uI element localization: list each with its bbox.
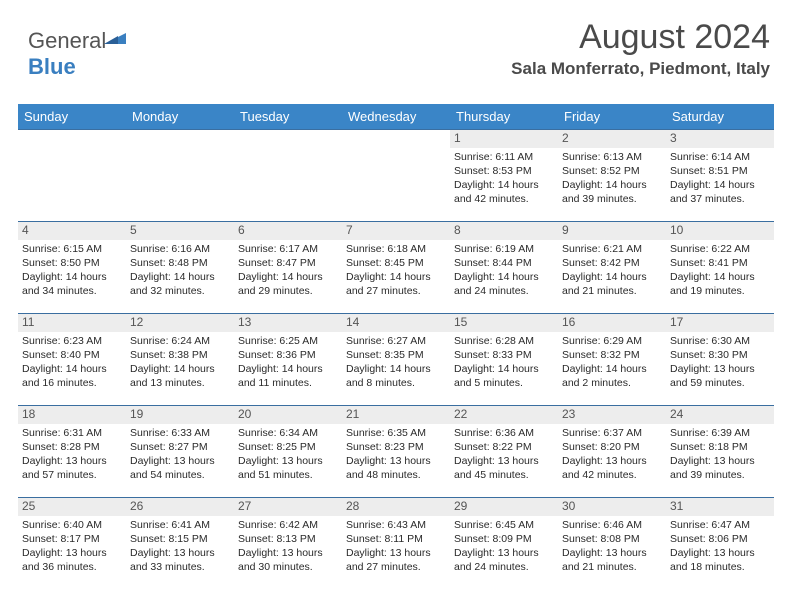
weekday-header: Sunday (18, 104, 126, 130)
day-number-cell: 23 (558, 406, 666, 424)
day-number-row: 11121314151617 (18, 314, 774, 332)
day-body-cell: Sunrise: 6:27 AMSunset: 8:35 PMDaylight:… (342, 332, 450, 406)
weekday-header-row: Sunday Monday Tuesday Wednesday Thursday… (18, 104, 774, 130)
day-number-row: 25262728293031 (18, 498, 774, 516)
day-number-cell: 14 (342, 314, 450, 332)
day-number-cell: 5 (126, 222, 234, 240)
logo: General Blue (28, 24, 126, 80)
day-number-cell: 22 (450, 406, 558, 424)
day-body-cell: Sunrise: 6:18 AMSunset: 8:45 PMDaylight:… (342, 240, 450, 314)
weekday-header: Friday (558, 104, 666, 130)
day-body-cell: Sunrise: 6:25 AMSunset: 8:36 PMDaylight:… (234, 332, 342, 406)
day-number-cell: 12 (126, 314, 234, 332)
logo-text-2: Blue (28, 54, 76, 79)
day-number-cell: 26 (126, 498, 234, 516)
day-body-cell: Sunrise: 6:23 AMSunset: 8:40 PMDaylight:… (18, 332, 126, 406)
day-body-cell: Sunrise: 6:47 AMSunset: 8:06 PMDaylight:… (666, 516, 774, 590)
calendar-table: Sunday Monday Tuesday Wednesday Thursday… (18, 104, 774, 590)
weekday-header: Tuesday (234, 104, 342, 130)
weekday-header: Monday (126, 104, 234, 130)
day-body-row: Sunrise: 6:40 AMSunset: 8:17 PMDaylight:… (18, 516, 774, 590)
day-body-cell: Sunrise: 6:36 AMSunset: 8:22 PMDaylight:… (450, 424, 558, 498)
day-number-cell: 7 (342, 222, 450, 240)
day-number-cell: 31 (666, 498, 774, 516)
day-number-cell: 8 (450, 222, 558, 240)
day-number-cell: 11 (18, 314, 126, 332)
day-body-cell: Sunrise: 6:17 AMSunset: 8:47 PMDaylight:… (234, 240, 342, 314)
weekday-header: Wednesday (342, 104, 450, 130)
day-number-cell: 4 (18, 222, 126, 240)
day-number-cell: 16 (558, 314, 666, 332)
day-number-cell: 18 (18, 406, 126, 424)
day-number-cell: 25 (18, 498, 126, 516)
day-number-cell: 6 (234, 222, 342, 240)
day-number-cell: 3 (666, 130, 774, 148)
logo-text-1: General (28, 28, 106, 53)
day-body-cell: Sunrise: 6:40 AMSunset: 8:17 PMDaylight:… (18, 516, 126, 590)
day-body-cell (234, 148, 342, 222)
day-body-cell: Sunrise: 6:16 AMSunset: 8:48 PMDaylight:… (126, 240, 234, 314)
day-body-cell: Sunrise: 6:34 AMSunset: 8:25 PMDaylight:… (234, 424, 342, 498)
weekday-header: Thursday (450, 104, 558, 130)
day-number-cell: 13 (234, 314, 342, 332)
day-number-row: 18192021222324 (18, 406, 774, 424)
day-body-cell: Sunrise: 6:19 AMSunset: 8:44 PMDaylight:… (450, 240, 558, 314)
day-number-cell: 24 (666, 406, 774, 424)
day-body-cell: Sunrise: 6:24 AMSunset: 8:38 PMDaylight:… (126, 332, 234, 406)
day-body-cell: Sunrise: 6:39 AMSunset: 8:18 PMDaylight:… (666, 424, 774, 498)
day-body-row: Sunrise: 6:31 AMSunset: 8:28 PMDaylight:… (18, 424, 774, 498)
day-body-row: Sunrise: 6:11 AMSunset: 8:53 PMDaylight:… (18, 148, 774, 222)
day-number-cell (18, 130, 126, 148)
day-body-row: Sunrise: 6:15 AMSunset: 8:50 PMDaylight:… (18, 240, 774, 314)
day-body-cell (342, 148, 450, 222)
day-number-cell (342, 130, 450, 148)
title-block: August 2024 Sala Monferrato, Piedmont, I… (511, 18, 770, 79)
day-number-cell: 30 (558, 498, 666, 516)
day-body-cell: Sunrise: 6:33 AMSunset: 8:27 PMDaylight:… (126, 424, 234, 498)
day-number-cell (234, 130, 342, 148)
day-body-cell: Sunrise: 6:41 AMSunset: 8:15 PMDaylight:… (126, 516, 234, 590)
day-body-cell: Sunrise: 6:15 AMSunset: 8:50 PMDaylight:… (18, 240, 126, 314)
day-body-cell: Sunrise: 6:21 AMSunset: 8:42 PMDaylight:… (558, 240, 666, 314)
day-number-row: 123 (18, 130, 774, 148)
day-number-cell: 21 (342, 406, 450, 424)
logo-triangle-icon (104, 24, 126, 50)
day-body-cell: Sunrise: 6:30 AMSunset: 8:30 PMDaylight:… (666, 332, 774, 406)
day-body-cell: Sunrise: 6:42 AMSunset: 8:13 PMDaylight:… (234, 516, 342, 590)
day-body-row: Sunrise: 6:23 AMSunset: 8:40 PMDaylight:… (18, 332, 774, 406)
day-number-cell: 27 (234, 498, 342, 516)
day-number-cell (126, 130, 234, 148)
day-number-cell: 28 (342, 498, 450, 516)
day-body-cell: Sunrise: 6:31 AMSunset: 8:28 PMDaylight:… (18, 424, 126, 498)
day-body-cell: Sunrise: 6:29 AMSunset: 8:32 PMDaylight:… (558, 332, 666, 406)
day-body-cell: Sunrise: 6:37 AMSunset: 8:20 PMDaylight:… (558, 424, 666, 498)
day-body-cell: Sunrise: 6:22 AMSunset: 8:41 PMDaylight:… (666, 240, 774, 314)
day-number-cell: 20 (234, 406, 342, 424)
day-body-cell: Sunrise: 6:43 AMSunset: 8:11 PMDaylight:… (342, 516, 450, 590)
day-body-cell (18, 148, 126, 222)
day-number-cell: 9 (558, 222, 666, 240)
day-body-cell: Sunrise: 6:45 AMSunset: 8:09 PMDaylight:… (450, 516, 558, 590)
day-number-cell: 10 (666, 222, 774, 240)
day-body-cell (126, 148, 234, 222)
day-number-cell: 19 (126, 406, 234, 424)
day-number-cell: 15 (450, 314, 558, 332)
day-body-cell: Sunrise: 6:46 AMSunset: 8:08 PMDaylight:… (558, 516, 666, 590)
day-number-cell: 17 (666, 314, 774, 332)
weekday-header: Saturday (666, 104, 774, 130)
location-subtitle: Sala Monferrato, Piedmont, Italy (511, 59, 770, 79)
day-body-cell: Sunrise: 6:14 AMSunset: 8:51 PMDaylight:… (666, 148, 774, 222)
day-number-row: 45678910 (18, 222, 774, 240)
day-body-cell: Sunrise: 6:28 AMSunset: 8:33 PMDaylight:… (450, 332, 558, 406)
page-title: August 2024 (511, 18, 770, 57)
day-number-cell: 2 (558, 130, 666, 148)
day-body-cell: Sunrise: 6:35 AMSunset: 8:23 PMDaylight:… (342, 424, 450, 498)
day-body-cell: Sunrise: 6:13 AMSunset: 8:52 PMDaylight:… (558, 148, 666, 222)
day-body-cell: Sunrise: 6:11 AMSunset: 8:53 PMDaylight:… (450, 148, 558, 222)
day-number-cell: 1 (450, 130, 558, 148)
day-number-cell: 29 (450, 498, 558, 516)
